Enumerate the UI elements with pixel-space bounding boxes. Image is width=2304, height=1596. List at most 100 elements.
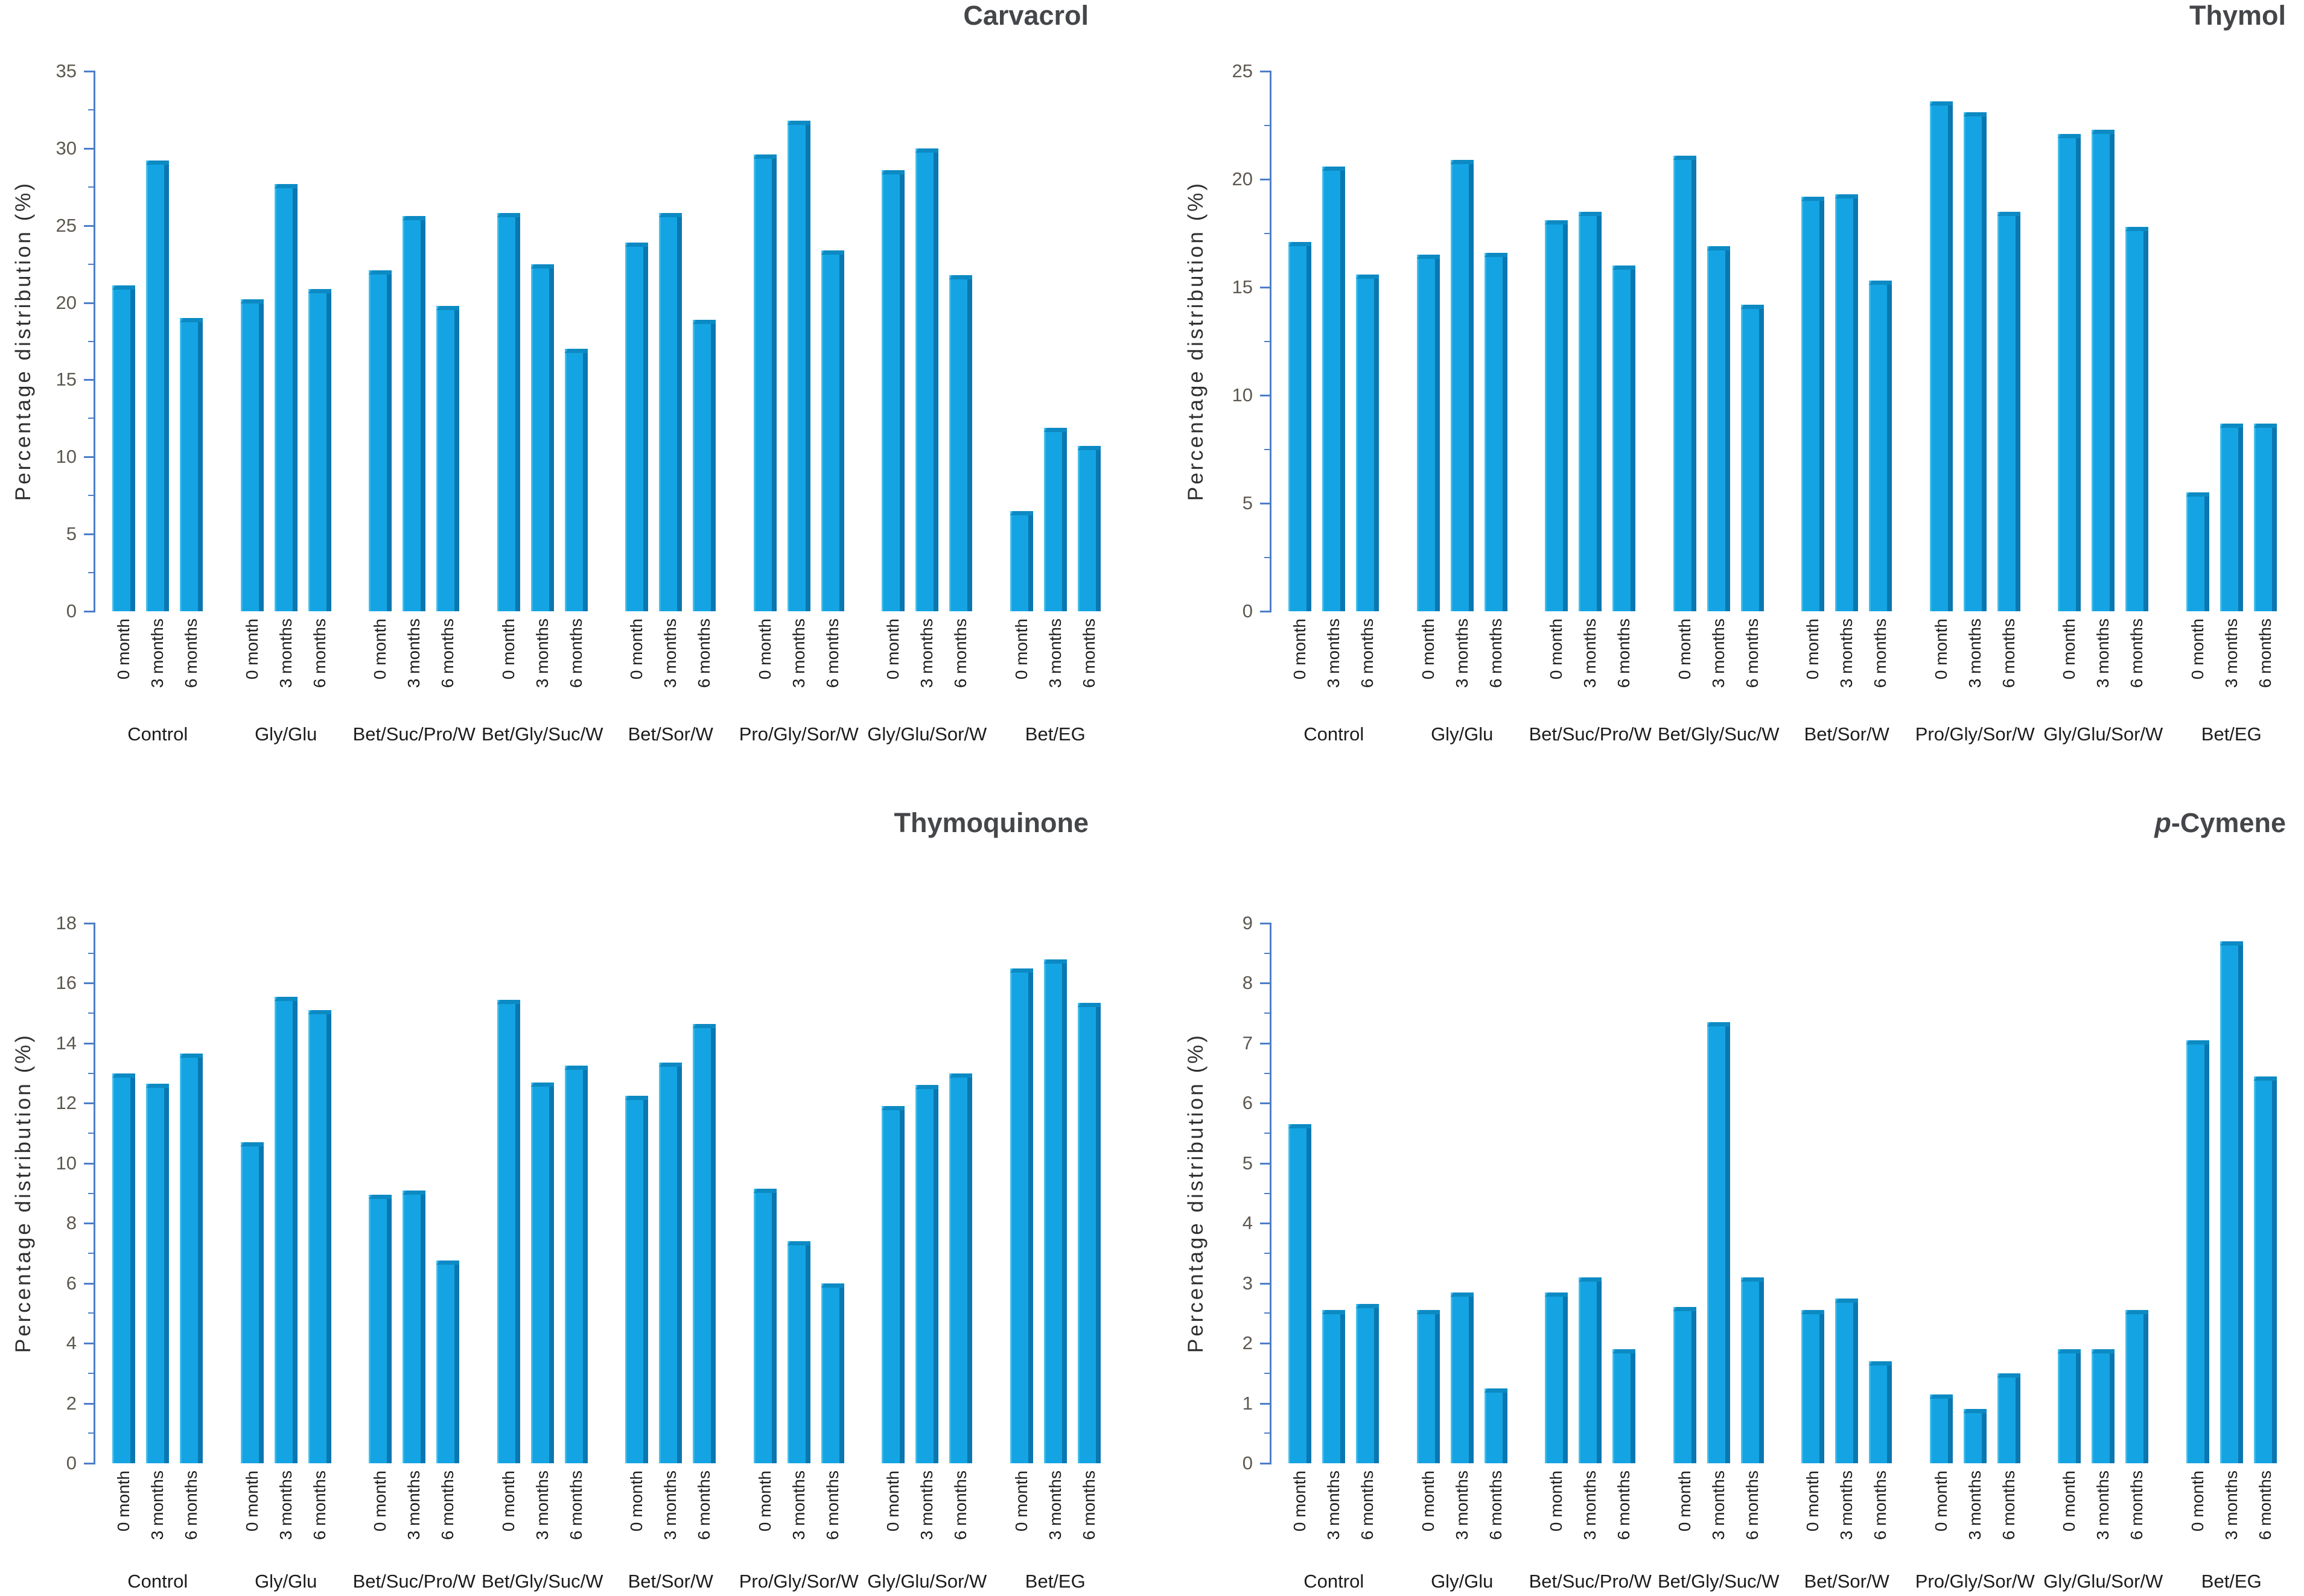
month-label: 0 month (1547, 618, 1566, 680)
y-axis-line (1270, 923, 1271, 1464)
month-label: 6 months (2127, 1470, 2146, 1540)
bar-gly-glu-3-months (274, 184, 298, 611)
group-label: Bet/Suc/Pro/W (1529, 1571, 1652, 1592)
month-label: 0 month (627, 618, 646, 680)
y-tick-label: 1 (1242, 1392, 1253, 1414)
group-label: Bet/EG (2201, 723, 2262, 745)
bar-bet-suc-pro-w-0-month (1545, 220, 1568, 611)
y-axis-tick (1260, 1402, 1270, 1405)
y-axis-tick (84, 456, 94, 459)
y-tick-label: 15 (56, 369, 77, 390)
month-label: 3 months (148, 1470, 167, 1540)
month-label: 6 months (2255, 618, 2274, 688)
month-label: 3 months (789, 1470, 808, 1540)
y-tick-label: 15 (1232, 276, 1253, 297)
bar-pro-gly-sor-w-3-months (787, 1241, 810, 1463)
chart-title-text: Thymol (2189, 0, 2286, 31)
bar-control-0-month (112, 1073, 136, 1463)
month-label: 6 months (1742, 1470, 1761, 1540)
y-tick-label: 8 (1242, 972, 1253, 994)
month-label: 3 months (661, 618, 680, 688)
y-tick-label: 9 (1242, 912, 1253, 933)
y-axis-tick (1260, 1102, 1270, 1105)
y-axis-line (94, 923, 95, 1464)
month-label: 0 month (755, 618, 774, 680)
bar-bet-gly-suc-w-3-months (1707, 246, 1730, 611)
bar-gly-glu-sor-w-6-months (2125, 1310, 2149, 1463)
group-label: Gly/Glu (255, 723, 317, 745)
bar-bet-eg-3-months (1043, 959, 1067, 1463)
y-axis-minor-tick (88, 340, 94, 342)
y-tick-label: 10 (56, 1152, 77, 1174)
month-label: 6 months (1999, 1470, 2018, 1540)
y-tick-label: 2 (1242, 1332, 1253, 1354)
y-axis-tick (1260, 503, 1270, 504)
month-label: 6 months (1614, 618, 1634, 688)
month-label: 0 month (1931, 618, 1950, 680)
y-axis-title: Percentage distribution (%) (1181, 71, 1211, 611)
bar-bet-sor-w-0-month (625, 243, 649, 611)
month-label: 3 months (2093, 618, 2113, 688)
y-axis-tick (1260, 395, 1270, 396)
month-label: 0 month (1803, 618, 1822, 680)
bar-control-3-months (1322, 1310, 1346, 1463)
month-label: 3 months (276, 1470, 295, 1540)
bar-bet-gly-suc-w-6-months (1740, 1277, 1764, 1463)
month-label: 6 months (1079, 1470, 1098, 1540)
bar-gly-glu-0-month (1416, 255, 1440, 611)
month-label: 0 month (242, 1470, 261, 1532)
month-label: 3 months (1045, 618, 1064, 688)
bar-bet-sor-w-0-month (1801, 197, 1825, 611)
month-label: 0 month (1675, 1470, 1694, 1532)
y-axis-minor-tick (1264, 1013, 1270, 1014)
y-tick-label: 20 (1232, 168, 1253, 189)
bar-gly-glu-0-month (1416, 1310, 1440, 1463)
bar-bet-sor-w-3-months (1835, 194, 1859, 611)
group-label: Bet/Gly/Suc/W (1657, 1571, 1780, 1592)
bar-gly-glu-3-months (1450, 1292, 1474, 1463)
bar-bet-sor-w-6-months (693, 1024, 716, 1463)
bar-bet-gly-suc-w-6-months (564, 349, 588, 611)
bar-bet-suc-pro-w-6-months (1612, 265, 1636, 611)
bar-control-0-month (1288, 242, 1312, 611)
chart-title-text: Carvacrol (963, 0, 1089, 31)
bar-control-0-month (112, 285, 136, 611)
bar-bet-suc-pro-w-6-months (1612, 1349, 1636, 1463)
y-axis-tick (84, 71, 94, 72)
bar-bet-suc-pro-w-6-months (436, 1261, 460, 1463)
month-label: 0 month (2060, 1470, 2079, 1532)
y-axis-tick (1260, 1162, 1270, 1165)
bar-gly-glu-sor-w-6-months (2125, 227, 2149, 611)
bar-bet-gly-suc-w-0-month (1673, 156, 1696, 611)
group-label: Bet/EG (1025, 723, 1086, 745)
month-label: 0 month (627, 1470, 646, 1532)
y-tick-label: 20 (56, 291, 77, 313)
bar-bet-sor-w-6-months (693, 320, 716, 611)
month-label: 0 month (1547, 1470, 1566, 1532)
bar-bet-gly-suc-w-0-month (1673, 1307, 1696, 1463)
bar-pro-gly-sor-w-6-months (1997, 212, 2020, 611)
y-tick-label: 10 (56, 446, 77, 468)
bar-gly-glu-sor-w-0-month (882, 170, 905, 611)
y-axis-minor-tick (1264, 556, 1270, 558)
month-label: 0 month (1803, 1470, 1822, 1532)
bar-pro-gly-sor-w-6-months (821, 250, 844, 611)
month-label: 3 months (2093, 1470, 2113, 1540)
month-label: 0 month (755, 1470, 774, 1532)
y-axis-minor-tick (1264, 232, 1270, 234)
y-axis-tick (84, 982, 94, 985)
month-label: 3 months (404, 618, 424, 688)
month-label: 0 month (2188, 1470, 2207, 1532)
group-label: Bet/EG (1025, 1571, 1086, 1592)
month-label: 6 months (1999, 618, 2018, 688)
y-tick-label: 5 (1242, 1152, 1253, 1174)
month-label: 3 months (1580, 618, 1600, 688)
y-axis-tick (1260, 1222, 1270, 1225)
group-label: Gly/Glu/Sor/W (867, 723, 987, 745)
month-label: 6 months (1486, 1470, 1505, 1540)
y-tick-label: 12 (56, 1092, 77, 1114)
bar-pro-gly-sor-w-0-month (1929, 1394, 1953, 1463)
y-axis-minor-tick (88, 1072, 94, 1074)
y-tick-label: 0 (66, 1452, 77, 1474)
bar-bet-suc-pro-w-6-months (436, 306, 460, 611)
